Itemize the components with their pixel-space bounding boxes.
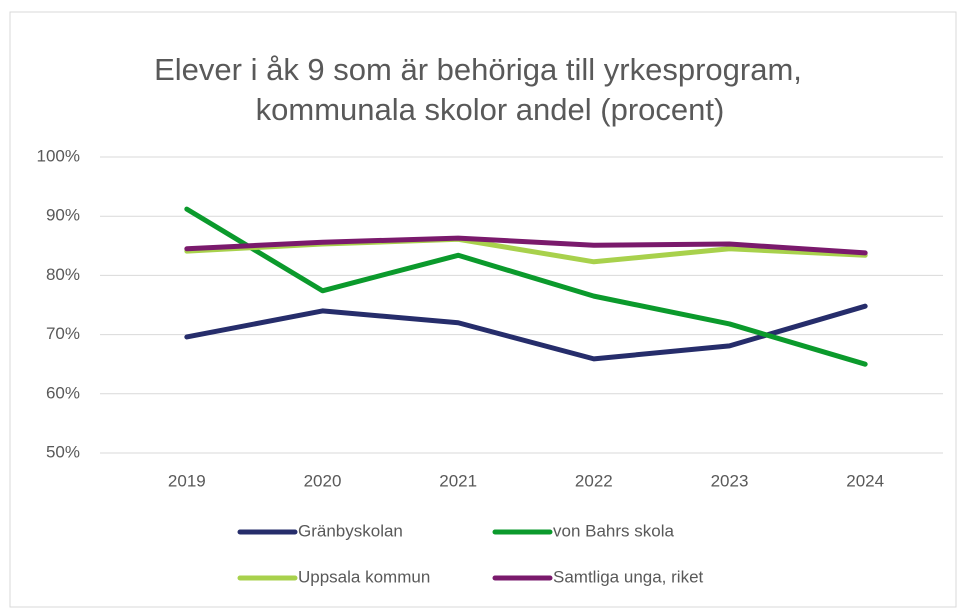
x-tick-label: 2023 [711, 471, 749, 490]
x-tick-label: 2020 [304, 471, 342, 490]
legend-label: Uppsala kommun [298, 567, 430, 586]
y-tick-label: 70% [46, 324, 80, 343]
chart-title: Elever i åk 9 som är behöriga till yrkes… [154, 52, 802, 87]
series-line [184, 303, 868, 362]
series-line [184, 206, 868, 367]
y-tick-label: 50% [46, 442, 80, 461]
y-tick-label: 80% [46, 265, 80, 284]
legend-label: von Bahrs skola [553, 521, 674, 540]
y-tick-label: 60% [46, 383, 80, 402]
chart-border [9, 11, 957, 608]
chart-title: kommunala skolor andel (procent) [256, 92, 725, 127]
y-tick-label: 100% [37, 146, 80, 165]
legend-label: Samtliga unga, riket [553, 567, 704, 586]
legend-label: Gränbyskolan [298, 521, 403, 540]
x-tick-label: 2024 [846, 471, 884, 490]
y-tick-label: 90% [46, 206, 80, 225]
series-line [184, 235, 868, 256]
x-tick-label: 2022 [575, 471, 613, 490]
x-tick-label: 2021 [439, 471, 477, 490]
x-tick-label: 2019 [168, 471, 206, 490]
